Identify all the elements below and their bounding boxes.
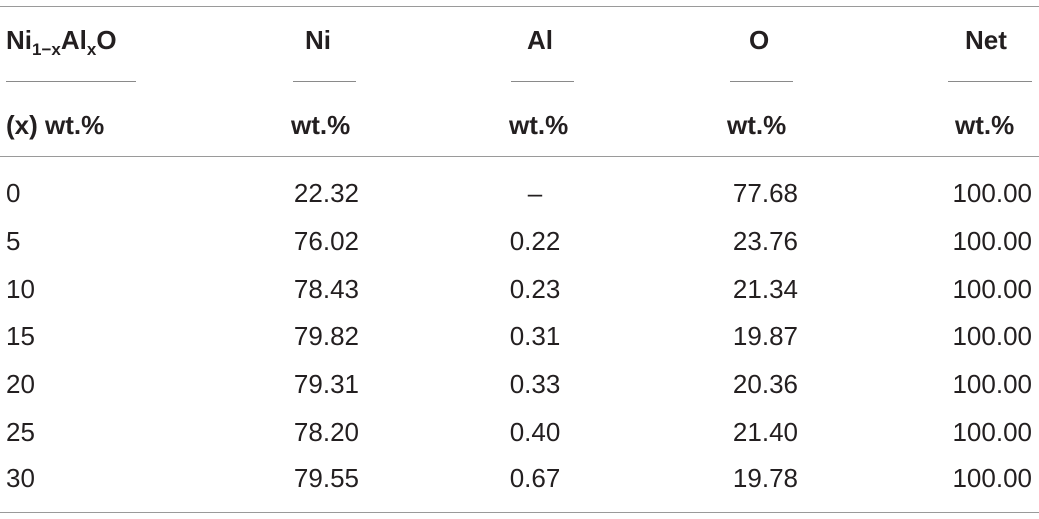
header-underline bbox=[730, 81, 793, 82]
cell-o: 77.68 bbox=[732, 178, 798, 208]
header-unit-o: wt.% bbox=[727, 110, 787, 140]
header-unit-al: wt.% bbox=[509, 110, 569, 140]
cell-ni: 78.43 bbox=[293, 274, 359, 304]
table-top-rule bbox=[0, 6, 1039, 7]
cell-net: 100.00 bbox=[952, 417, 1032, 447]
cell-o: 21.34 bbox=[732, 274, 798, 304]
cell-net: 100.00 bbox=[952, 178, 1032, 208]
cell-o: 21.40 bbox=[732, 417, 798, 447]
cell-x: 30 bbox=[6, 463, 35, 493]
cell-al: – bbox=[527, 178, 543, 208]
cell-net: 100.00 bbox=[952, 226, 1032, 256]
header-unit-ni: wt.% bbox=[291, 110, 351, 140]
cell-net: 100.00 bbox=[952, 463, 1032, 493]
header-ni: Ni bbox=[305, 25, 331, 55]
cell-x: 5 bbox=[6, 226, 21, 256]
cell-o: 23.76 bbox=[732, 226, 798, 256]
cell-ni: 22.32 bbox=[293, 178, 359, 208]
cell-net: 100.00 bbox=[952, 369, 1032, 399]
cell-net: 100.00 bbox=[952, 321, 1032, 351]
cell-net: 100.00 bbox=[952, 274, 1032, 304]
cell-ni: 76.02 bbox=[293, 226, 359, 256]
header-rule bbox=[0, 156, 1039, 157]
cell-al: 0.23 bbox=[509, 274, 561, 304]
header-o: O bbox=[749, 25, 770, 55]
cell-al: 0.40 bbox=[509, 417, 561, 447]
cell-o: 19.87 bbox=[732, 321, 798, 351]
header-unit-x: (x) wt.% bbox=[6, 110, 105, 140]
header-unit-net: wt.% bbox=[955, 110, 1015, 140]
cell-ni: 79.55 bbox=[293, 463, 359, 493]
cell-x: 20 bbox=[6, 369, 35, 399]
header-underline bbox=[6, 81, 136, 82]
cell-al: 0.22 bbox=[509, 226, 561, 256]
header-underline bbox=[511, 81, 574, 82]
cell-o: 19.78 bbox=[732, 463, 798, 493]
cell-x: 10 bbox=[6, 274, 35, 304]
cell-ni: 78.20 bbox=[293, 417, 359, 447]
cell-al: 0.67 bbox=[509, 463, 561, 493]
cell-x: 0 bbox=[6, 178, 21, 208]
cell-al: 0.31 bbox=[509, 321, 561, 351]
cell-x: 15 bbox=[6, 321, 35, 351]
header-composition: Ni1−xAlxO bbox=[6, 25, 117, 59]
table-bottom-rule bbox=[0, 512, 1039, 513]
header-underline bbox=[948, 81, 1032, 82]
header-net: Net bbox=[965, 25, 1007, 55]
cell-o: 20.36 bbox=[732, 369, 798, 399]
header-al: Al bbox=[527, 25, 553, 55]
cell-al: 0.33 bbox=[509, 369, 561, 399]
cell-ni: 79.31 bbox=[293, 369, 359, 399]
cell-ni: 79.82 bbox=[293, 321, 359, 351]
cell-x: 25 bbox=[6, 417, 35, 447]
header-underline bbox=[293, 81, 356, 82]
